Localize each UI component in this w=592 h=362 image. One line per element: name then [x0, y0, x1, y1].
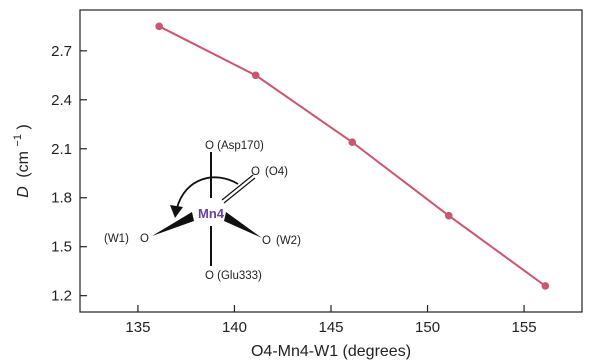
ligand-right-atom: O — [262, 235, 271, 247]
bond-wedge-right — [224, 212, 262, 238]
bond-wedge-left — [152, 212, 194, 236]
series-layer — [155, 23, 549, 290]
data-point — [445, 212, 453, 220]
ligand-left-tag: (W1) — [104, 233, 129, 245]
x-tick-label: 145 — [318, 319, 343, 336]
bond-upper-right-2 — [224, 178, 255, 203]
ligand-top: O (Asp170) — [205, 140, 264, 152]
x-tick-label: 150 — [415, 319, 440, 336]
metal-label: Mn4 — [198, 206, 225, 221]
data-point — [252, 71, 260, 79]
x-tick-label: 140 — [222, 319, 247, 336]
x-tick-label: 135 — [125, 319, 150, 336]
y-axis: 1.2 1.5 1.8 2.1 2.4 2.7 — [51, 43, 87, 305]
data-point — [348, 138, 356, 146]
data-point — [155, 23, 163, 31]
y-tick-label: 1.5 — [51, 239, 72, 256]
y-tick-label: 2.7 — [51, 43, 72, 60]
ligand-upper-right-atom: O — [251, 166, 260, 178]
x-tick-label: 155 — [512, 319, 537, 336]
y-tick-label: 2.1 — [51, 141, 72, 158]
ligand-upper-right-tag: (O4) — [265, 166, 288, 178]
data-point — [542, 282, 550, 290]
ligand-left-atom: O — [140, 233, 149, 245]
x-axis-title: O4-Mn4-W1 (degrees) — [251, 343, 411, 360]
plot-frame — [80, 10, 582, 312]
y-tick-label: 1.8 — [51, 190, 72, 207]
rotation-arrowhead — [170, 205, 183, 218]
y-axis-unit-exponent: −1 — [12, 134, 24, 147]
y-tick-label: 1.2 — [51, 288, 72, 305]
ligand-right-tag: (W2) — [276, 235, 301, 247]
y-axis-symbol: D — [15, 186, 32, 198]
rotation-arrow — [177, 177, 238, 208]
y-axis-unit: (cm — [15, 151, 32, 178]
x-axis: 135 140 145 150 155 — [125, 305, 536, 336]
y-axis-unit-close: ) — [15, 124, 32, 129]
coordination-inset: Mn4 O (Asp170) O (O4) (W1) O O (W2) O (G… — [104, 140, 301, 282]
y-axis-title: D (cm −1 ) — [8, 124, 32, 197]
series-line — [159, 26, 545, 286]
ligand-bottom: O (Glu333) — [205, 270, 262, 282]
y-tick-label: 2.4 — [51, 92, 72, 109]
